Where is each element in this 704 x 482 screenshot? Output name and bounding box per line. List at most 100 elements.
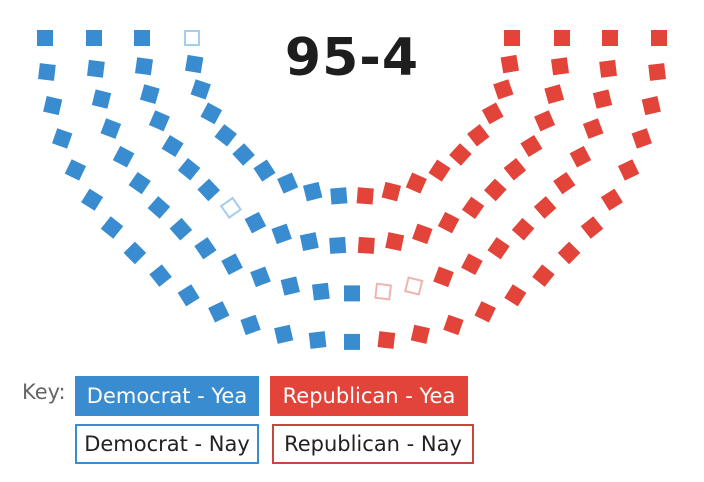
seat-democrat-yea bbox=[64, 159, 87, 181]
seat-democrat-yea bbox=[147, 196, 171, 219]
seat-democrat-yea bbox=[330, 187, 348, 205]
seat-democrat-yea bbox=[271, 223, 292, 245]
seat-democrat-yea bbox=[274, 324, 294, 344]
seat-republican-yea bbox=[437, 211, 460, 234]
seat-democrat-yea bbox=[232, 143, 255, 166]
seat-democrat-yea bbox=[299, 232, 319, 252]
seat-republican-yea bbox=[385, 232, 405, 252]
key-republican-yea: Republican - Yea bbox=[270, 376, 468, 416]
seat-republican-yea bbox=[443, 314, 464, 336]
seat-republican-yea bbox=[599, 59, 618, 78]
key-republican-nay: Republican - Nay bbox=[272, 424, 474, 464]
seat-democrat-yea bbox=[37, 30, 53, 46]
seat-democrat-yea bbox=[86, 30, 102, 46]
seat-republican-yea bbox=[592, 89, 613, 109]
seat-republican-yea bbox=[600, 188, 623, 211]
seat-democrat-yea bbox=[81, 188, 104, 211]
seat-republican-yea bbox=[474, 301, 496, 323]
seat-republican-yea bbox=[641, 96, 661, 116]
seat-democrat-yea bbox=[277, 172, 299, 194]
seat-democrat-yea bbox=[161, 135, 184, 157]
seat-democrat-yea bbox=[128, 171, 151, 195]
seat-republican-yea bbox=[504, 30, 520, 46]
seat-republican-nay bbox=[374, 282, 393, 301]
seat-republican-yea bbox=[461, 253, 483, 276]
seat-republican-yea bbox=[582, 118, 604, 139]
seat-republican-yea bbox=[544, 84, 565, 104]
seat-democrat-nay bbox=[219, 196, 243, 219]
seat-republican-yea bbox=[433, 266, 454, 288]
seat-democrat-yea bbox=[344, 333, 360, 350]
seat-republican-yea bbox=[449, 143, 472, 166]
seat-democrat-yea bbox=[86, 59, 105, 78]
seat-republican-yea bbox=[410, 324, 430, 344]
seat-democrat-yea bbox=[200, 102, 223, 125]
seat-democrat-yea bbox=[139, 84, 160, 104]
seat-republican-yea bbox=[500, 54, 520, 74]
seat-democrat-yea bbox=[208, 301, 230, 323]
seat-republican-yea bbox=[554, 30, 570, 46]
seat-democrat-yea bbox=[43, 96, 63, 116]
seat-democrat-yea bbox=[38, 63, 56, 81]
seat-democrat-yea bbox=[240, 314, 261, 336]
seat-republican-yea bbox=[381, 181, 402, 202]
seat-republican-yea bbox=[631, 128, 652, 149]
seat-democrat-yea bbox=[100, 216, 124, 239]
seat-democrat-yea bbox=[197, 178, 221, 202]
seat-republican-yea bbox=[651, 30, 667, 46]
seat-republican-yea bbox=[487, 237, 510, 260]
seat-republican-yea bbox=[602, 30, 618, 46]
seat-republican-yea bbox=[580, 216, 604, 239]
key-label: Key: bbox=[22, 380, 66, 404]
seat-republican-yea bbox=[467, 124, 490, 147]
seat-democrat-yea bbox=[169, 217, 193, 241]
seat-republican-yea bbox=[412, 223, 433, 245]
seat-democrat-yea bbox=[100, 118, 122, 139]
seat-democrat-yea bbox=[123, 241, 147, 265]
seat-republican-yea bbox=[550, 57, 570, 76]
seat-republican-yea bbox=[520, 135, 543, 157]
seat-democrat-yea bbox=[329, 236, 347, 254]
seat-republican-yea bbox=[534, 110, 556, 132]
seat-democrat-yea bbox=[177, 157, 201, 181]
seat-democrat-yea bbox=[308, 331, 327, 349]
vote-tally-title: 95-4 bbox=[284, 28, 420, 88]
seat-republican-yea bbox=[532, 264, 555, 287]
seat-democrat-yea bbox=[134, 30, 150, 46]
seat-democrat-yea bbox=[134, 57, 154, 76]
seat-republican-yea bbox=[483, 178, 507, 202]
seat-republican-yea bbox=[356, 187, 374, 205]
seat-democrat-yea bbox=[244, 211, 267, 234]
seat-democrat-yea bbox=[302, 181, 323, 202]
seat-democrat-yea bbox=[194, 237, 217, 260]
seat-republican-yea bbox=[648, 63, 666, 81]
seat-democrat-yea bbox=[52, 128, 73, 149]
seat-republican-yea bbox=[377, 331, 396, 349]
seat-democrat-nay bbox=[184, 30, 200, 46]
seat-democrat-yea bbox=[190, 79, 211, 100]
seat-republican-yea bbox=[503, 157, 527, 181]
seat-democrat-yea bbox=[148, 110, 170, 132]
seat-republican-yea bbox=[481, 102, 504, 125]
seat-republican-yea bbox=[511, 217, 535, 241]
seat-democrat-yea bbox=[91, 89, 112, 109]
seat-republican-yea bbox=[557, 241, 581, 265]
seat-republican-yea bbox=[504, 284, 527, 307]
seat-republican-yea bbox=[533, 196, 557, 219]
seat-democrat-yea bbox=[112, 145, 135, 168]
seat-democrat-yea bbox=[214, 124, 237, 147]
seat-democrat-yea bbox=[253, 159, 276, 182]
seat-democrat-yea bbox=[149, 264, 172, 287]
seat-democrat-yea bbox=[184, 54, 204, 74]
key-democrat-nay: Democrat - Nay bbox=[75, 424, 259, 464]
seat-republican-nay bbox=[404, 276, 424, 296]
seat-republican-yea bbox=[569, 145, 592, 168]
seat-republican-yea bbox=[405, 172, 427, 194]
key-democrat-yea: Democrat - Yea bbox=[75, 376, 259, 416]
seat-republican-yea bbox=[493, 79, 514, 100]
seat-democrat-yea bbox=[311, 282, 330, 301]
seat-democrat-yea bbox=[221, 253, 243, 276]
seat-democrat-yea bbox=[250, 266, 271, 288]
seat-democrat-yea bbox=[280, 276, 300, 296]
seat-republican-yea bbox=[428, 159, 451, 182]
